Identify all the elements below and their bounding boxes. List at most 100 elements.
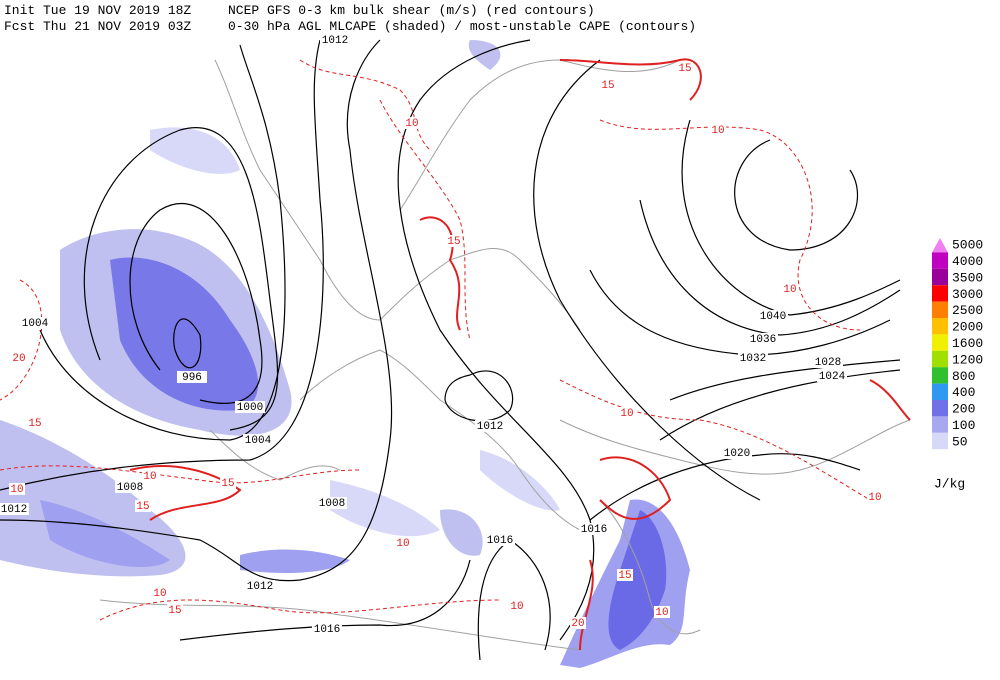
isobar-label-bg (320, 34, 350, 46)
shear-contour (559, 58, 702, 101)
shear-contour (559, 379, 871, 501)
colorbar-label: 100 (952, 418, 975, 433)
cape-area (240, 549, 350, 573)
forecast-time: Fcst Thu 21 NOV 2019 03Z (4, 19, 191, 34)
isobar (173, 318, 202, 369)
isobar-label-bg (115, 481, 145, 493)
cape-area (330, 480, 440, 537)
isobar-label: 1032 (740, 353, 766, 365)
isobar (129, 203, 263, 404)
isobar-label-bg (579, 523, 609, 535)
cape-area (110, 257, 259, 411)
cape-area (40, 500, 170, 568)
shear-contour (579, 559, 594, 651)
isobar-label: 1036 (750, 334, 776, 346)
colorbar-label: 2000 (952, 320, 983, 335)
shear-label-bg (782, 283, 798, 295)
coastline (599, 499, 701, 635)
isobar-label: 1012 (477, 421, 503, 433)
colorbar-label: 800 (952, 369, 975, 384)
isobar-label-bg (317, 497, 347, 509)
shear-label: 10 (783, 284, 796, 296)
coastline (214, 59, 381, 321)
isobar (533, 59, 761, 501)
cape-area (440, 509, 483, 556)
isobar-label-bg (485, 534, 515, 546)
isobar-label: 1004 (245, 435, 272, 447)
shear-label-bg (710, 124, 726, 136)
colorbar-label: 1600 (952, 336, 983, 351)
isobar-label-bg (817, 370, 847, 382)
shear-contour (99, 599, 501, 621)
colorbar-box (932, 252, 948, 269)
shear-label-bg (27, 417, 43, 429)
shear-label: 10 (655, 607, 668, 619)
isobar-label-bg (475, 420, 505, 432)
shear-contour (0, 279, 43, 401)
isobar-label: 1008 (117, 482, 143, 494)
isobar (589, 453, 861, 521)
isobar-label: 1016 (487, 535, 513, 547)
colorbar-box (932, 416, 948, 433)
colorbar-box (932, 301, 948, 318)
isobar (734, 139, 859, 251)
colorbar-box (932, 383, 948, 400)
shear-label: 15 (221, 478, 234, 490)
shear-label: 10 (620, 408, 633, 420)
isobar-label: 1012 (247, 581, 273, 593)
isobar-label: 996 (182, 372, 202, 384)
shear-label-bg (446, 235, 462, 247)
cape-area (480, 450, 560, 511)
isobar-label: 1004 (22, 318, 49, 330)
shear-label: 15 (447, 236, 460, 248)
isobar (0, 39, 393, 582)
shear-label-bg (654, 606, 670, 618)
isobar (669, 359, 901, 401)
shear-label-bg (167, 604, 183, 616)
shear-contour (299, 59, 431, 151)
isobar-label: 1024 (819, 371, 846, 383)
shear-label: 10 (143, 471, 156, 483)
cape-area (0, 420, 186, 577)
isobar-label: 1016 (581, 524, 607, 536)
shear-label: 15 (601, 80, 614, 92)
isobar (681, 119, 901, 316)
shear-label: 10 (10, 484, 23, 496)
colorbar-box (932, 432, 948, 450)
isobar-label-bg (748, 333, 778, 345)
shear-label-bg (152, 587, 168, 599)
shear-label-bg (11, 352, 27, 364)
colorbar-box (932, 268, 948, 286)
shear-label-bg (600, 79, 616, 91)
isobar-label-bg (0, 503, 29, 515)
coastline (559, 419, 911, 475)
colorbar-label: 3500 (952, 270, 983, 285)
shear-contour (379, 99, 471, 341)
shear-label-bg (570, 617, 586, 629)
isobar (0, 39, 324, 491)
colorbar-label: 1200 (952, 352, 983, 367)
product-line-1: NCEP GFS 0-3 km bulk shear (m/s) (red co… (228, 3, 595, 18)
map-domain (0, 35, 910, 680)
shear-label: 10 (153, 588, 166, 600)
isobar-label: 1012 (1, 504, 27, 516)
shear-contour (599, 119, 861, 331)
coastline (209, 429, 341, 481)
coastline (399, 59, 681, 211)
isobar-label-bg (813, 356, 843, 368)
shear-label: 15 (136, 501, 149, 513)
cape-area (468, 40, 501, 70)
shear-label-bg (135, 500, 151, 512)
colorbar-box (932, 318, 948, 335)
isobar-label-bg (722, 447, 752, 459)
shear-label: 10 (396, 538, 409, 550)
cape-area (608, 510, 667, 650)
isobar (179, 559, 471, 641)
init-time: Init Tue 19 NOV 2019 18Z (4, 3, 191, 18)
colorbar-label: 50 (952, 434, 968, 449)
colorbar-label: 5000 (952, 238, 983, 253)
coastline (299, 349, 581, 531)
shear-label: 20 (571, 618, 584, 630)
